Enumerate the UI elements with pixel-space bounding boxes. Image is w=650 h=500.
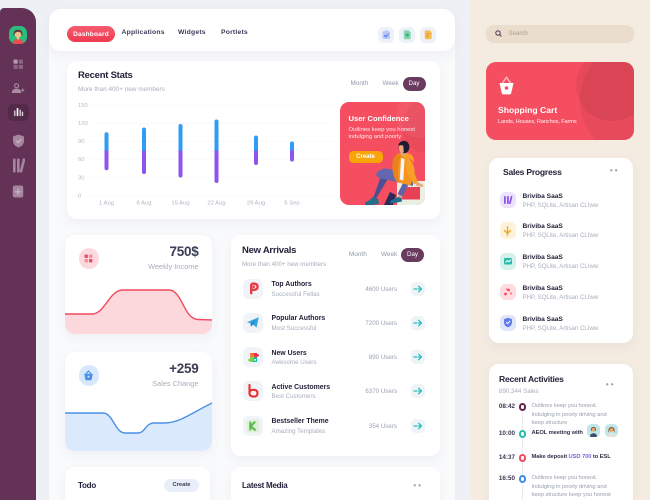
svg-text:15 Aug: 15 Aug — [171, 201, 189, 207]
svg-text:8 Aug: 8 Aug — [136, 201, 151, 207]
svg-text:150: 150 — [78, 103, 89, 109]
svg-text:90: 90 — [78, 139, 85, 145]
svg-text:30: 30 — [78, 175, 85, 181]
svg-text:1 Aug: 1 Aug — [98, 201, 113, 207]
svg-text:60: 60 — [78, 157, 85, 163]
svg-text:5 Sep: 5 Sep — [284, 201, 300, 207]
svg-text:29 Aug: 29 Aug — [246, 201, 264, 207]
svg-text:22 Aug: 22 Aug — [207, 201, 225, 207]
svg-text:120: 120 — [78, 121, 89, 127]
svg-text:0: 0 — [78, 193, 82, 199]
